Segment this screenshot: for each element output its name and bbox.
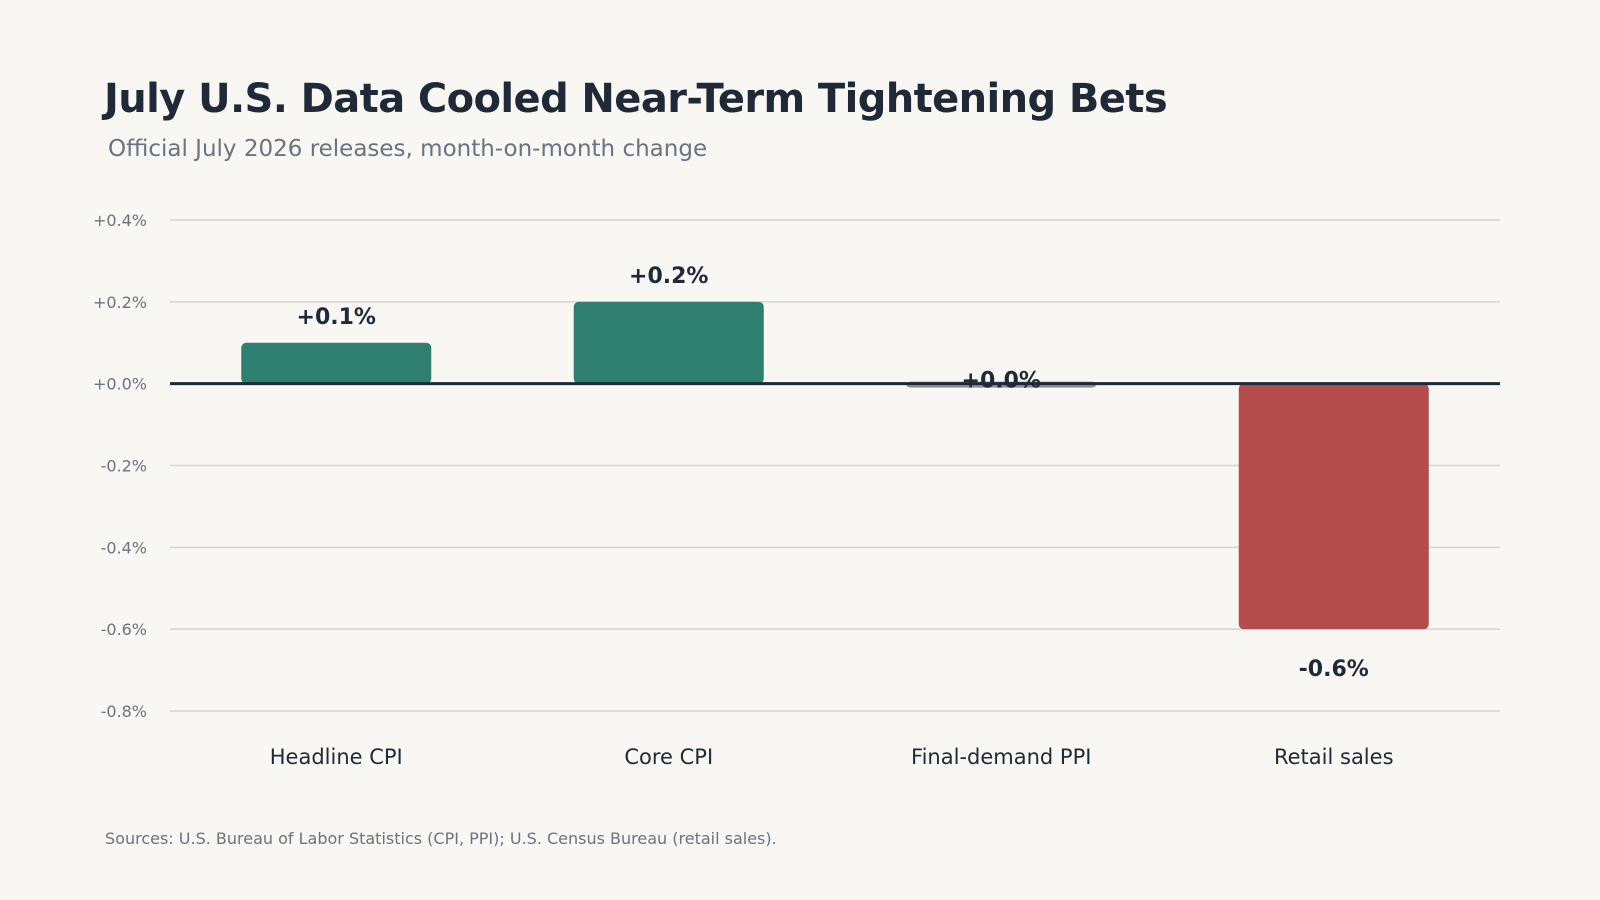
bar-core-cpi: [573, 301, 764, 384]
x-axis-categories: Headline CPI Core CPI Final-demand PPI Reta…: [270, 745, 1394, 769]
y-tick-label: -0.2%: [101, 457, 147, 476]
y-tick-label: -0.8%: [101, 702, 147, 721]
data-label: +0.2%: [629, 264, 708, 289]
y-axis-ticks: +0.4% +0.2% +0.0% -0.2% -0.4% -0.6% -0.8%: [93, 211, 147, 721]
category-label: Headline CPI: [270, 745, 403, 769]
data-label: +0.0%: [962, 369, 1041, 394]
bars: [241, 301, 1429, 630]
y-tick-label: +0.0%: [93, 375, 147, 394]
y-tick-label: +0.2%: [93, 293, 147, 312]
data-labels: +0.1% +0.2% +0.0% -0.6%: [297, 264, 1369, 682]
y-tick-label: -0.6%: [101, 620, 147, 639]
chart-title: July U.S. Data Cooled Near-Term Tighteni…: [104, 76, 1168, 122]
category-label: Retail sales: [1274, 745, 1394, 769]
bar-retail-sales: [1238, 383, 1429, 630]
category-label: Final-demand PPI: [911, 745, 1091, 769]
source-note: Sources: U.S. Bureau of Labor Statistics…: [105, 829, 777, 848]
y-tick-label: -0.4%: [101, 538, 147, 557]
data-label: +0.1%: [297, 305, 376, 330]
chart-subtitle: Official July 2026 releases, month-on-mo…: [108, 136, 708, 162]
y-tick-label: +0.4%: [93, 211, 147, 230]
data-label: -0.6%: [1299, 657, 1369, 682]
category-label: Core CPI: [624, 745, 713, 769]
bar-headline-cpi: [241, 342, 432, 384]
